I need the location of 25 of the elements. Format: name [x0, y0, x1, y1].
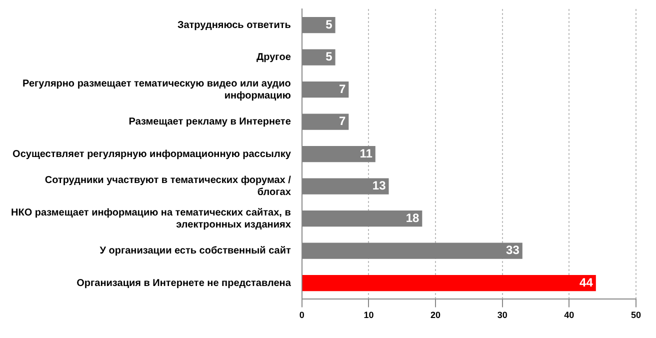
y-tick-label: Организация в Интернете не представлена: [76, 278, 292, 289]
x-tick-label: 0: [299, 310, 304, 320]
y-tick-label: Другое: [256, 52, 292, 64]
y-tick-label: Осуществляет регулярную информационную рассылку: [12, 148, 292, 160]
y-tick-label: Затрудняюсь ответить: [177, 20, 291, 31]
data-label: 11: [360, 146, 373, 160]
data-label: 44: [580, 275, 594, 290]
bar: [302, 275, 596, 292]
y-tick-label: Размещает рекламу в Интернете: [128, 116, 292, 128]
y-tick-label: Сотрудники участвуют в тематических форумах / блогах: [44, 175, 292, 198]
data-label: 18: [406, 210, 420, 225]
data-label: 7: [338, 114, 346, 128]
data-label: 5: [326, 17, 333, 32]
data-label: 13: [372, 178, 386, 193]
data-label: 5: [326, 50, 333, 64]
x-tick-label: 10: [364, 310, 374, 320]
y-tick-label: У организации есть собственный сайт: [100, 246, 291, 257]
x-tick-label: 30: [497, 310, 508, 320]
y-tick-label: НКО размещает информацию на тематических сайтах, в электронных изданиях: [10, 207, 292, 230]
y-tick-label: Регулярно размещает тематическую видео или аудио информацию: [22, 78, 292, 102]
data-label: 33: [506, 243, 520, 258]
x-tick-label: 50: [630, 310, 642, 320]
x-tick-label: 20: [430, 310, 441, 320]
x-tick-label: 40: [564, 310, 574, 320]
data-label: 7: [338, 82, 346, 96]
